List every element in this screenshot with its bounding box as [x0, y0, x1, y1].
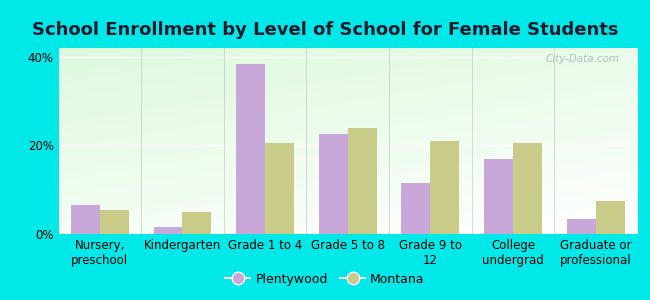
Bar: [348, 128, 377, 234]
Bar: [402, 183, 430, 234]
Bar: [318, 134, 348, 234]
Bar: [236, 64, 265, 234]
Bar: [595, 201, 625, 234]
Bar: [100, 210, 129, 234]
Bar: [513, 143, 542, 234]
Text: City-Data.com: City-Data.com: [545, 54, 619, 64]
Bar: [153, 227, 183, 234]
Bar: [430, 141, 460, 234]
Bar: [265, 143, 294, 234]
Legend: Plentywood, Montana: Plentywood, Montana: [220, 268, 430, 291]
Bar: [183, 212, 211, 234]
Bar: [484, 159, 513, 234]
Bar: [567, 218, 595, 234]
Text: School Enrollment by Level of School for Female Students: School Enrollment by Level of School for…: [32, 21, 618, 39]
Bar: [71, 205, 100, 234]
